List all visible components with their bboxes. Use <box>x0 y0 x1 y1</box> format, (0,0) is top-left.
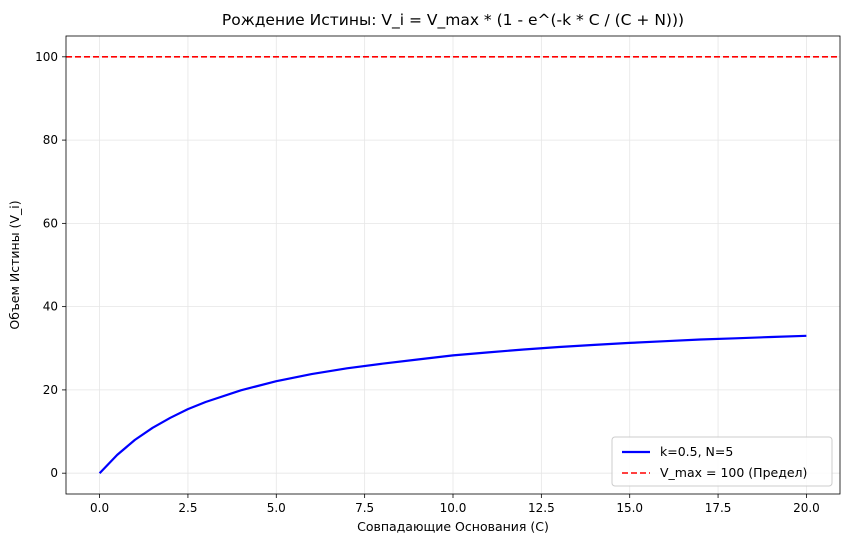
legend: k=0.5, N=5 V_max = 100 (Предел) <box>611 436 833 487</box>
x-tick-label: 20.0 <box>793 501 820 515</box>
x-axis-label: Совпадающие Основания (C) <box>357 519 549 534</box>
y-tick-label: 100 <box>35 50 58 64</box>
series-layer <box>66 56 840 474</box>
ticks: 0.0 2.5 5.0 7.5 10.0 12.5 15.0 17.5 20.0 0 20 40 60 8… <box>35 50 820 515</box>
y-axis-label: Объем Истины (V_i) <box>7 200 22 329</box>
y-tick-label: 80 <box>43 133 58 147</box>
x-tick-label: 2.5 <box>178 501 197 515</box>
y-tick-label: 20 <box>43 383 58 397</box>
x-tick-label: 0.0 <box>90 501 109 515</box>
x-tick-label: 17.5 <box>705 501 732 515</box>
legend-box <box>611 436 833 487</box>
x-tick-label: 7.5 <box>355 501 374 515</box>
x-tick-label: 15.0 <box>616 501 643 515</box>
series-line-k05-n5 <box>98 334 807 474</box>
x-tick-label: 5.0 <box>267 501 286 515</box>
y-tick-label: 0 <box>50 466 58 480</box>
x-tick-label: 12.5 <box>528 501 555 515</box>
y-tick-label: 60 <box>43 216 58 230</box>
y-tick-label: 40 <box>43 300 58 314</box>
legend-entry-series-1: k=0.5, N=5 <box>660 444 733 459</box>
x-tick-label: 10.0 <box>440 501 467 515</box>
legend-entry-vmax-line: V_max = 100 (Предел) <box>660 465 807 480</box>
chart-title: Рождение Истины: V_i = V_max * (1 - e^(-… <box>222 11 684 30</box>
